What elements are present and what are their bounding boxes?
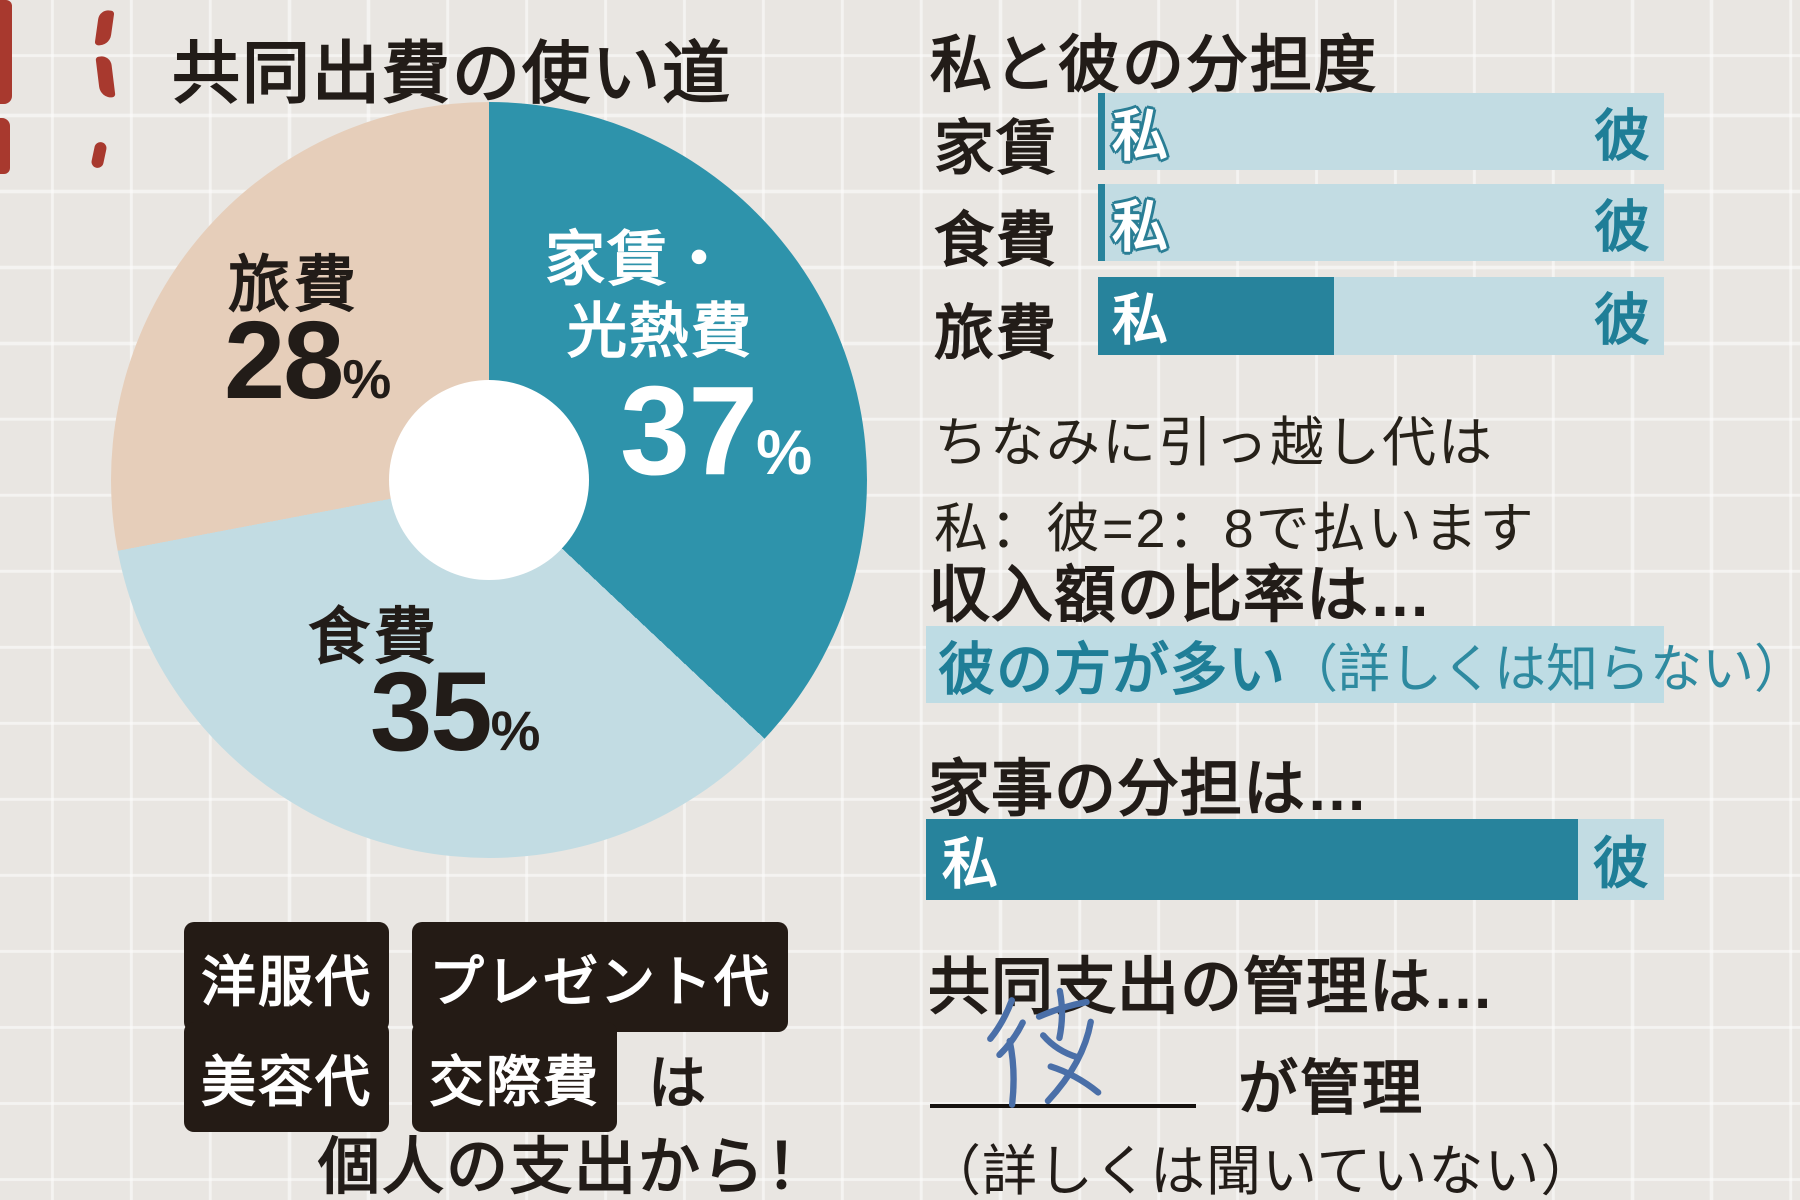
chores-section-title: 家事の分担は… <box>928 755 1370 824</box>
bar-me-label: 私 <box>942 832 998 895</box>
particle-wa: は <box>648 1051 707 1116</box>
bar-segment-him: 彼 <box>1577 819 1664 900</box>
bar-me-label: 私 <box>1112 195 1168 258</box>
income-answer-banner: 彼の方が多い （詳しくは知らない） <box>926 626 1800 703</box>
handwriting-drawing <box>987 987 1102 1108</box>
bar-segment-him <box>1104 184 1664 261</box>
personal-expense-tag-presents: プレゼント代 <box>412 922 789 1032</box>
moving-cost-note-line1: ちなみに引っ越し代は <box>934 413 1494 473</box>
chores-bar: 彼 私 <box>926 819 1664 900</box>
donut-hole <box>389 380 589 580</box>
income-answer: 彼の方が多い <box>938 637 1286 702</box>
slice-value-number: 37 <box>620 360 758 501</box>
bar-segment-me <box>1098 184 1105 261</box>
slice-value-number: 28 <box>224 299 344 422</box>
management-note: （詳しくは聞いていない） <box>926 1140 1597 1200</box>
bar-segment-me <box>926 819 1578 900</box>
slice-value-travel: 28% <box>224 306 391 416</box>
bar-segment-him <box>1104 93 1664 170</box>
pie-chart-title: 共同出費の使い道 <box>172 36 733 112</box>
share-row-label-travel: 旅費 <box>934 300 1058 367</box>
slice-label-line1: 家賃・ <box>545 226 731 293</box>
bar-me-label: 私 <box>1112 104 1168 167</box>
edge-print-fragment <box>95 55 116 99</box>
edge-print-fragment <box>0 0 12 104</box>
percent-sign: % <box>490 699 541 762</box>
bar-him-label: 彼 <box>1594 288 1650 352</box>
personal-expense-tag-clothes: 洋服代 <box>184 922 390 1032</box>
slice-value-number: 35 <box>370 649 493 774</box>
bar-him-label: 彼 <box>1592 832 1649 895</box>
share-bar-food: 私 彼 <box>1098 184 1664 261</box>
edge-print-fragment <box>94 9 115 47</box>
slice-label-rent-utilities: 家賃・ 光熱費 <box>545 224 753 368</box>
handwritten-kanji-him: 彼 <box>965 986 1135 1116</box>
percent-sign: % <box>756 418 813 488</box>
income-section-title: 収入額の比率は… <box>928 561 1433 630</box>
bar-him-label: 彼 <box>1594 195 1650 258</box>
share-row-label-rent: 家賃 <box>934 115 1058 182</box>
slice-label-line2: 光熱費 <box>567 298 753 365</box>
management-suffix: が管理 <box>1238 1055 1424 1122</box>
bar-me-label: 私 <box>1112 288 1168 352</box>
edge-print-fragment <box>90 141 108 169</box>
slice-value-rent-utilities: 37% <box>620 368 812 494</box>
income-answer-note: （詳しくは知らない） <box>1286 641 1800 699</box>
bar-him-label: 彼 <box>1594 104 1650 167</box>
share-row-label-food: 食費 <box>934 207 1058 274</box>
slice-value-food: 35% <box>370 656 540 768</box>
edge-print-fragment <box>0 118 10 174</box>
bar-segment-me <box>1098 93 1105 170</box>
share-bar-rent: 私 彼 <box>1098 93 1664 170</box>
percent-sign: % <box>342 348 392 410</box>
share-bar-travel: 私 彼 <box>1098 277 1664 355</box>
personal-expense-note: 個人の支出から！ <box>318 1133 831 1200</box>
